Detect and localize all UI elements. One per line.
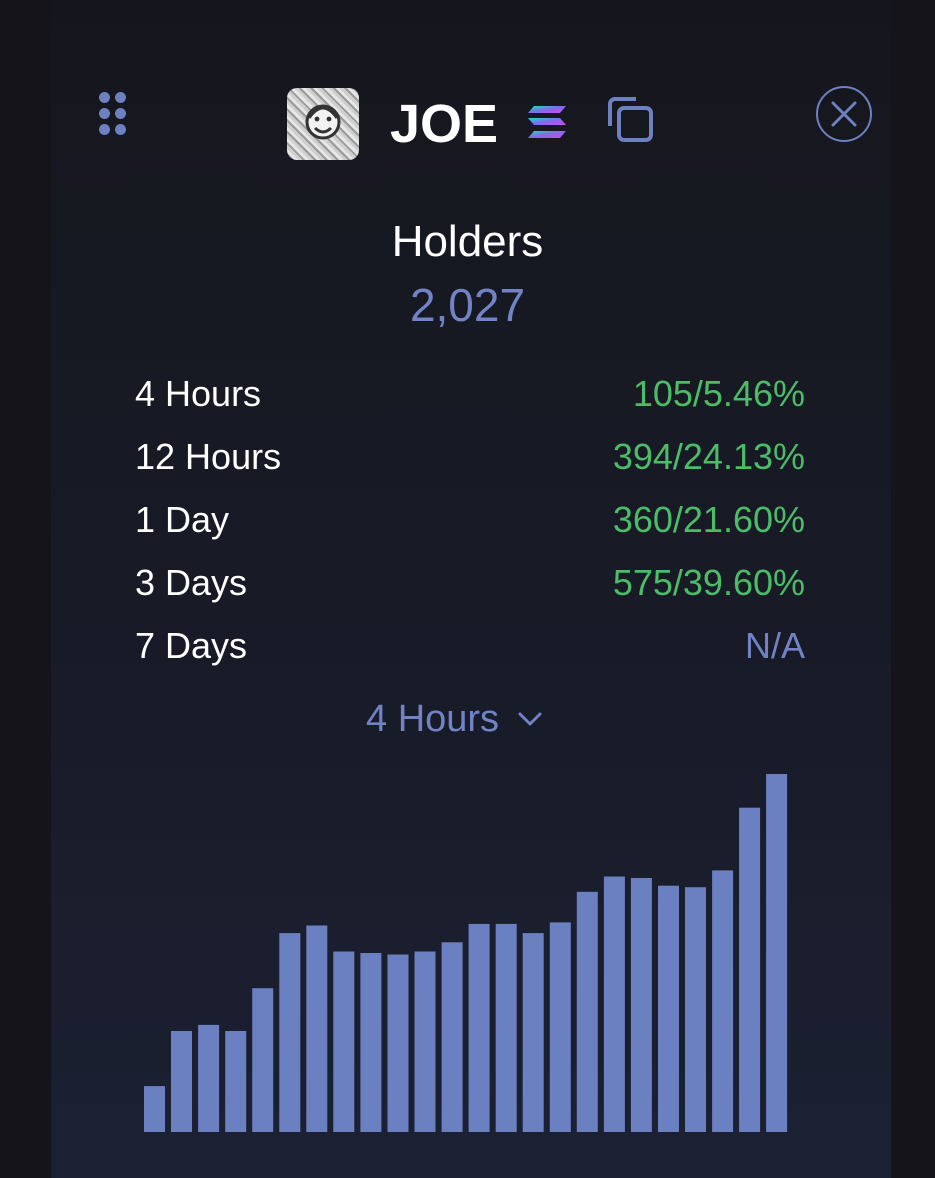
stat-row-7d: 7 Days N/A [135, 614, 805, 677]
period-dropdown[interactable]: 4 Hours [366, 694, 543, 744]
stat-row-4h: 4 Hours 105/5.46% [135, 362, 805, 425]
copy-icon[interactable] [606, 96, 656, 149]
close-icon [831, 101, 857, 127]
holder-stats: 4 Hours 105/5.46% 12 Hours 394/24.13% 1 … [135, 362, 805, 677]
chart-bar [658, 885, 679, 1132]
solana-icon [528, 106, 566, 143]
chart-bar [198, 1024, 220, 1132]
chart-bar [441, 942, 463, 1132]
chart-bar [144, 1086, 165, 1132]
stat-label: 4 Hours [135, 372, 262, 414]
stat-row-1d: 1 Day 360/21.60% [135, 488, 805, 551]
chart-bar [171, 1031, 192, 1132]
chart-bar [522, 933, 544, 1132]
stat-label: 12 Hours [135, 435, 282, 477]
holders-title: Holders [391, 217, 544, 266]
chart-bar [252, 988, 274, 1132]
chart-bar [712, 870, 734, 1132]
stat-value: 575/39.60% [612, 561, 805, 603]
holders-count: 2,027 [409, 279, 526, 331]
stat-label: 1 Day [135, 498, 230, 540]
stat-value: 394/24.13% [612, 435, 805, 477]
grip-dots-icon[interactable] [99, 92, 127, 138]
token-avatar [287, 88, 359, 160]
stat-value: 105/5.46% [632, 372, 805, 414]
period-selected-label: 4 Hours [366, 697, 500, 740]
chart-bar [766, 774, 788, 1132]
close-button[interactable] [816, 86, 872, 142]
chart-bar [630, 878, 652, 1132]
stat-value: 360/21.60% [612, 498, 805, 540]
stat-label: 3 Days [135, 561, 248, 603]
chart-bar [306, 925, 328, 1132]
chart-bar [225, 1031, 247, 1132]
chart-bar [414, 951, 436, 1132]
stat-row-3d: 3 Days 575/39.60% [135, 551, 805, 614]
chart-bar [387, 954, 409, 1132]
holders-bar-chart [144, 774, 788, 1132]
chart-bar [333, 951, 355, 1132]
chart-bar [603, 876, 625, 1132]
stat-label: 7 Days [135, 624, 248, 666]
token-ticker: JOE [390, 94, 499, 154]
chart-bar [685, 887, 706, 1132]
chart-bar [495, 923, 517, 1132]
stat-value: N/A [744, 624, 805, 666]
chart-bar [468, 923, 490, 1132]
chart-bar [576, 891, 598, 1132]
chart-bar [739, 807, 761, 1132]
chart-bar [279, 933, 301, 1132]
chevron-down-icon [518, 712, 542, 726]
chart-bar [360, 953, 382, 1132]
chart-bar [549, 922, 571, 1132]
stat-row-12h: 12 Hours 394/24.13% [135, 425, 805, 488]
